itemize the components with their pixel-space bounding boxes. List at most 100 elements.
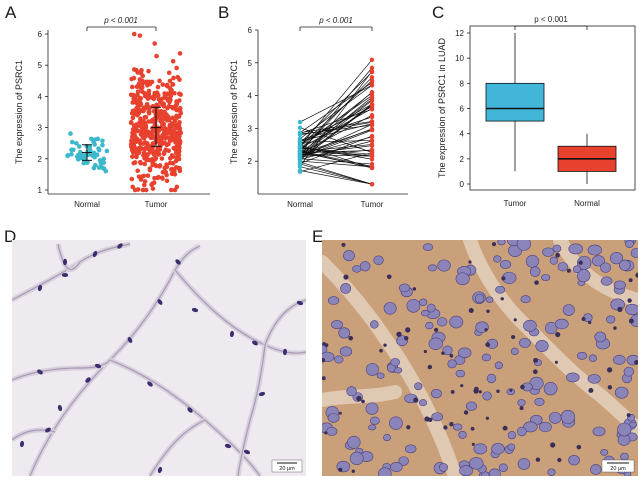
tumor-point [137,33,143,38]
tumor-point [156,128,162,133]
pair-line [299,116,373,141]
pair-line [299,170,373,185]
tumor-point [369,128,375,133]
lymphocyte-nucleus [361,399,365,404]
lymphocyte-nucleus [588,387,594,393]
lymphocyte-nucleus [379,348,383,353]
lymphocyte-nucleus [566,268,571,273]
pair-line [299,151,373,169]
panel-c-boxplot: 0 2 4 6 8 10 12 The expression of PSRC1 in LUA… [437,15,636,208]
tumor-point [369,143,375,148]
lymphocyte-nucleus [383,343,387,347]
tumor-point [138,124,144,129]
tumor-nucleus [625,303,638,316]
cell-nucleus [37,284,43,292]
tumor-nucleus [534,397,545,406]
lymphocyte-nucleus [468,260,472,264]
tumor-nucleus [378,467,392,476]
tumor-point [369,157,375,162]
tumor-nucleus [547,468,556,476]
tumor-nucleus [327,413,340,423]
tumor-nucleus [594,331,607,343]
tumor-nucleus [334,355,344,364]
normal-point [91,139,96,145]
tumor-point [130,184,136,190]
panel-a-y-tick-label: 1 [38,186,43,195]
pair-line [299,100,373,157]
panel-e-scale-label: 20 μm [610,466,626,472]
lymphocyte-nucleus [406,425,411,430]
tumor-point [141,152,146,158]
tumor-nucleus [495,285,506,294]
tumor-nucleus [517,399,526,407]
tumor-point [135,168,141,174]
tumor-point [145,173,151,178]
lymphocyte-nucleus [513,318,517,322]
lymphocyte-nucleus [441,351,445,355]
lymphocyte-nucleus [550,442,556,448]
alveolar-wall-edge [174,269,306,354]
panel-d-micrograph [12,240,306,476]
tumor-point [164,162,169,167]
normal-point [65,153,70,159]
tumor-point [144,101,150,107]
cell-nucleus [62,258,68,266]
panel-d-scale-label: 20 μm [279,466,295,472]
normal-point [297,169,303,174]
tumor-point [136,150,142,156]
tumor-nucleus [369,416,380,425]
panel-a-y-tick-label: 5 [38,61,43,70]
tumor-nucleus [394,367,403,374]
tumor-nucleus [577,255,592,270]
lymphocyte-nucleus [555,252,560,258]
pair-line [299,120,373,134]
normal-point [93,162,98,168]
tumor-nucleus [343,250,355,262]
tumor-point [176,152,182,158]
panel-d-background [12,240,306,476]
tumor-point [151,127,157,132]
tumor-point [369,138,375,144]
lymphocyte-nucleus [500,297,504,301]
tumor-nucleus [322,351,335,363]
normal-point [69,139,75,145]
stroma-band [463,240,638,437]
tumor-point [165,84,170,89]
lymphocyte-nucleus [427,364,433,370]
tumor-nucleus [326,426,338,436]
tumor-point [369,154,375,159]
panel-c-y-tick-label: 10 [455,54,464,63]
tumor-point [173,140,178,145]
tumor-nucleus [368,424,377,431]
tumor-point [155,175,160,181]
tumor-point [136,97,142,103]
lymphocyte-nucleus [473,388,479,394]
tumor-point [130,115,136,121]
tumor-nucleus [405,444,417,454]
pair-line [299,136,373,157]
normal-point [297,143,303,149]
tumor-point [168,187,174,193]
normal-point [76,144,82,149]
tumor-nucleus [383,433,391,442]
pair-line [299,140,373,160]
tumor-nucleus [419,399,428,407]
tumor-point [146,119,151,124]
tumor-point [369,150,375,155]
panel-b-y-tick-label: 2 [248,157,253,166]
tumor-nucleus [349,451,364,466]
tumor-point [154,102,159,108]
tumor-point [175,74,181,80]
tumor-point [157,78,162,84]
tumor-point [132,95,137,101]
tumor-point [163,135,169,141]
lymphocyte-nucleus [627,298,632,303]
tumor-nucleus [600,449,609,456]
stroma-band [553,240,638,307]
tumor-point [162,140,167,145]
cell-nucleus [147,381,153,387]
lymphocyte-nucleus [470,426,475,431]
tumor-point [171,134,177,139]
tumor-point [143,124,148,130]
tumor-nucleus [517,458,531,470]
